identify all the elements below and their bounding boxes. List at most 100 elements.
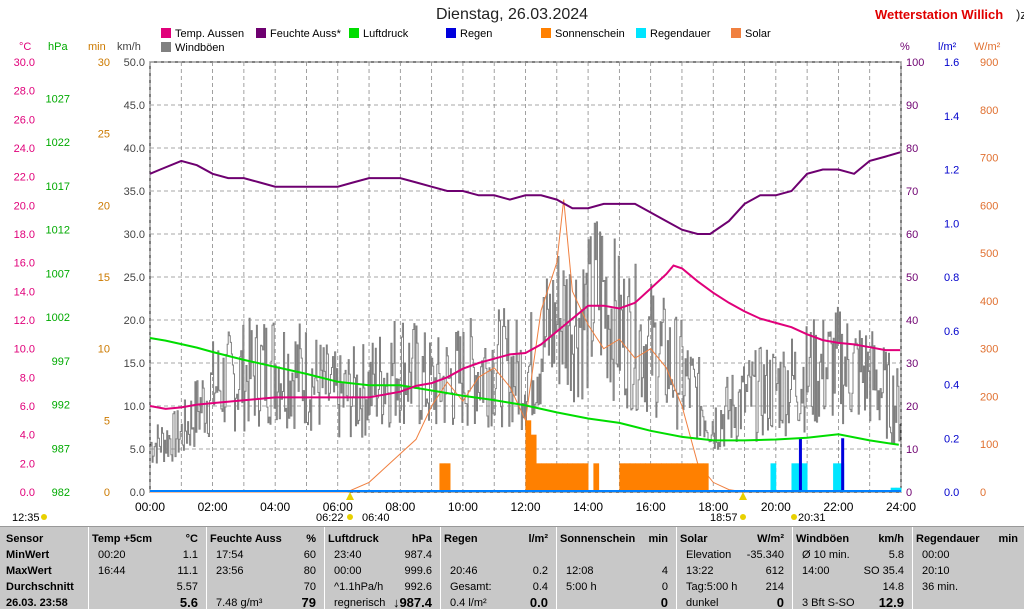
table-cell-value: -35.340	[746, 549, 784, 561]
pressure-axis-header: hPa	[48, 41, 68, 53]
rain-tick-label: 1.0	[944, 218, 959, 230]
table-column: Sensor MinWert MaxWert Durchschnitt 26.03. 2…	[6, 531, 92, 611]
wind-tick-label: 35.0	[124, 186, 145, 198]
temp-tick-label: 26.0	[14, 114, 35, 126]
sunshine-bar	[697, 463, 704, 492]
legend-swatch	[161, 42, 171, 52]
x-tick-label: 08:00	[385, 500, 415, 514]
sunshine-bar	[525, 420, 532, 492]
table-cell-label: 12:08	[566, 565, 594, 577]
table-row: 0	[560, 595, 674, 611]
sunshine-bar	[535, 463, 542, 492]
table-header-label: Feuchte Auss	[210, 533, 282, 545]
solar-tick-label: 500	[980, 248, 998, 260]
series-line-temperature	[149, 264, 901, 410]
pressure-tick-label: 982	[52, 487, 70, 499]
sunshine-bar	[546, 463, 553, 492]
temp-tick-label: 4.0	[20, 430, 35, 442]
table-row: 13:22 612	[680, 563, 790, 579]
table-divider	[556, 527, 557, 609]
table-row	[444, 547, 554, 563]
sunshine-bar	[687, 463, 693, 492]
table-row: Tag:5:00 h 214	[680, 579, 790, 595]
temp-tick-label: 8.0	[20, 372, 35, 384]
sunset-marker-icon	[739, 492, 747, 500]
sunshine-bar	[655, 463, 662, 492]
table-header-unit: l/m²	[528, 533, 548, 545]
temp-tick-label: 24.0	[14, 143, 35, 155]
x-tick-label: 24:00	[886, 500, 916, 514]
legend-swatch	[161, 28, 171, 38]
wind-tick-label: 50.0	[124, 57, 145, 69]
table-divider	[440, 527, 441, 609]
wind-tick-label: 0.0	[130, 487, 145, 499]
legend-label: Regen	[460, 28, 492, 40]
sunshine-tick-label: 25	[98, 129, 110, 141]
table-row-label: Durchschnitt	[6, 581, 74, 593]
table-row: regnerisch ↓987.4	[328, 595, 438, 611]
station-suffix: )z	[1016, 7, 1024, 22]
humidity-tick-label: 50	[906, 272, 918, 284]
table-divider	[206, 527, 207, 609]
sunshine-bar	[640, 463, 647, 492]
humidity-tick-label: 100	[906, 57, 924, 69]
sunshine-bar	[624, 463, 631, 492]
x-tick-label: 14:00	[573, 500, 603, 514]
pressure-tick-label: 1027	[46, 93, 70, 105]
table-cell-value: 12.9	[878, 595, 904, 610]
table-row: 16:44 11.1	[92, 563, 204, 579]
temp-tick-label: 6.0	[20, 401, 35, 413]
table-column: Windböen km/h Ø 10 min. 5.8 14:00 SO 35.4 14.8…	[796, 531, 910, 611]
table-column: Sonnenschein min 12:08 4 5:00 h 0 0	[560, 531, 674, 611]
table-cell-value: SO 35.4	[863, 565, 904, 577]
table-row: ^1.1hPa/h 992.6	[328, 579, 438, 595]
table-row: 00:20 1.1	[92, 547, 204, 563]
table-header: Solar W/m²	[680, 531, 790, 547]
x-tick-label: 06:00	[323, 500, 353, 514]
sunshine-bar	[671, 463, 678, 492]
rain-tick-label: 0.6	[944, 326, 959, 338]
table-header: Regen l/m²	[444, 531, 554, 547]
table-cell-value: 14.8	[882, 581, 904, 593]
table-row: 23:40 987.4	[328, 547, 438, 563]
rain-duration-bar	[770, 463, 777, 492]
wind-tick-label: 25.0	[124, 272, 145, 284]
table-row: 70	[210, 579, 322, 595]
sunshine-bar	[666, 463, 673, 492]
table-header-unit: min	[998, 533, 1018, 545]
x-tick-label: 00:00	[135, 500, 165, 514]
humidity-tick-label: 40	[906, 315, 918, 327]
wind-tick-label: 20.0	[124, 315, 145, 327]
sunshine-bar	[681, 463, 688, 492]
table-row: 00:00	[916, 547, 1024, 563]
table-cell-value: 60	[303, 549, 316, 561]
pressure-tick-label: 997	[52, 356, 70, 368]
sunshine-bar	[551, 463, 558, 492]
table-header-label: Sensor	[6, 533, 44, 545]
table-cell-value: 5.57	[176, 581, 198, 593]
table-cell-label: 20:46	[450, 565, 478, 577]
pressure-tick-label: 1012	[46, 225, 70, 237]
sunshine-bar	[676, 463, 683, 492]
x-tick-label: 22:00	[823, 500, 853, 514]
table-row: 17:54 60	[210, 547, 322, 563]
sunshine-bar	[556, 463, 563, 492]
rain-bar	[841, 438, 845, 492]
sunshine-tick-label: 5	[104, 415, 110, 427]
humidity-tick-label: 60	[906, 229, 918, 241]
table-cell-value: 0.2	[532, 565, 548, 577]
table-row-label: 26.03. 23:58	[6, 597, 68, 609]
table-header: Regendauer min	[916, 531, 1024, 547]
sunshine-tick-label: 10	[98, 344, 110, 356]
x-tick-label: 10:00	[448, 500, 478, 514]
table-cell-value: 80	[303, 565, 316, 577]
legend-label: Temp. Aussen	[175, 28, 244, 40]
rain-duration-bar	[890, 487, 897, 492]
station-name[interactable]: Wetterstation Willich	[875, 7, 1004, 22]
rain-tick-label: 1.6	[944, 57, 959, 69]
rain-duration-bar	[791, 463, 798, 492]
table-cell-label: 5:00 h	[566, 581, 597, 593]
sunshine-bar	[593, 463, 600, 492]
solar-tick-label: 300	[980, 344, 998, 356]
dusk-label: 20:31	[798, 512, 826, 524]
